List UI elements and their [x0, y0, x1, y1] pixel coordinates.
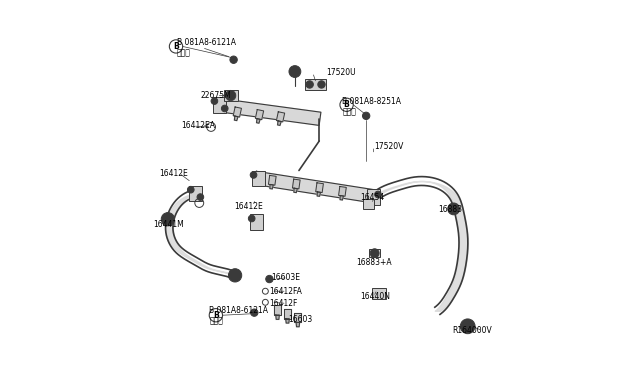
Bar [369, 249, 380, 257]
Bar [372, 288, 386, 299]
Bar [367, 189, 380, 205]
Circle shape [460, 319, 475, 334]
Circle shape [374, 191, 381, 198]
Text: 22675M: 22675M [200, 91, 231, 100]
Circle shape [211, 98, 218, 105]
Circle shape [448, 203, 460, 215]
Circle shape [451, 206, 456, 212]
Text: 17520V: 17520V [374, 142, 404, 151]
Circle shape [197, 194, 204, 201]
Text: B 081A8-6121A
（１）: B 081A8-6121A （１） [177, 38, 236, 57]
Text: 16883: 16883 [438, 205, 462, 215]
Polygon shape [254, 171, 374, 203]
Circle shape [212, 99, 216, 103]
Circle shape [372, 251, 377, 256]
Circle shape [292, 68, 298, 74]
Text: B: B [344, 100, 349, 109]
Text: 16412E: 16412E [159, 169, 188, 177]
Polygon shape [270, 185, 273, 189]
Circle shape [289, 65, 301, 77]
Polygon shape [268, 176, 276, 185]
Polygon shape [216, 98, 321, 125]
Text: 16412F: 16412F [269, 299, 298, 308]
Text: R164000V: R164000V [452, 326, 492, 335]
Polygon shape [278, 121, 281, 125]
Polygon shape [257, 119, 260, 123]
Text: 16412FA: 16412FA [269, 287, 302, 296]
Polygon shape [274, 305, 281, 315]
Circle shape [318, 81, 325, 88]
Circle shape [252, 173, 255, 177]
Circle shape [250, 171, 257, 178]
Polygon shape [276, 112, 285, 122]
Polygon shape [339, 186, 346, 196]
Polygon shape [340, 196, 344, 200]
Circle shape [362, 112, 370, 119]
Circle shape [188, 186, 194, 193]
Text: B 081A8-6121A
（１）: B 081A8-6121A （１） [209, 306, 268, 326]
Circle shape [464, 323, 472, 330]
Circle shape [308, 83, 312, 86]
Circle shape [370, 249, 379, 258]
Circle shape [251, 309, 258, 316]
Polygon shape [296, 322, 300, 327]
Bar [223, 90, 237, 101]
Bar [213, 97, 226, 112]
Text: 16883+A: 16883+A [356, 258, 392, 267]
Circle shape [189, 188, 193, 191]
Bar [189, 186, 202, 201]
Polygon shape [285, 319, 289, 323]
Circle shape [232, 58, 236, 62]
Circle shape [252, 311, 256, 314]
Text: 17520U: 17520U [326, 68, 356, 77]
Circle shape [225, 90, 236, 101]
Circle shape [463, 321, 472, 331]
Polygon shape [233, 107, 241, 117]
Polygon shape [292, 179, 300, 189]
Polygon shape [294, 312, 301, 322]
Circle shape [376, 193, 380, 196]
Circle shape [319, 83, 323, 86]
Text: B: B [173, 42, 179, 51]
Bar [363, 199, 374, 209]
Bar [305, 78, 326, 90]
Circle shape [266, 275, 273, 283]
Circle shape [364, 114, 368, 118]
Bar [250, 214, 263, 230]
Circle shape [223, 107, 227, 110]
Circle shape [161, 212, 175, 226]
Circle shape [164, 216, 172, 222]
Circle shape [250, 217, 253, 220]
Text: 16412EA: 16412EA [182, 121, 216, 129]
Circle shape [221, 105, 228, 112]
Circle shape [230, 56, 237, 63]
Text: 16603E: 16603E [271, 273, 300, 282]
Text: B 081A8-8251A
（１）: B 081A8-8251A （１） [342, 97, 401, 116]
Polygon shape [317, 192, 321, 196]
Text: 16603: 16603 [289, 315, 313, 324]
Circle shape [232, 272, 239, 279]
Circle shape [198, 195, 202, 199]
Circle shape [228, 269, 242, 282]
Circle shape [248, 215, 255, 222]
Text: 16440N: 16440N [360, 292, 390, 301]
Polygon shape [316, 183, 323, 193]
Polygon shape [284, 309, 291, 319]
Text: 16412E: 16412E [234, 202, 263, 211]
Bar [252, 171, 265, 186]
Circle shape [306, 81, 314, 88]
Polygon shape [234, 116, 238, 121]
Text: 16441M: 16441M [153, 220, 184, 229]
Text: 16454: 16454 [360, 193, 385, 202]
Text: B: B [213, 311, 219, 320]
Polygon shape [255, 110, 264, 120]
Polygon shape [294, 188, 297, 193]
Polygon shape [276, 315, 279, 320]
